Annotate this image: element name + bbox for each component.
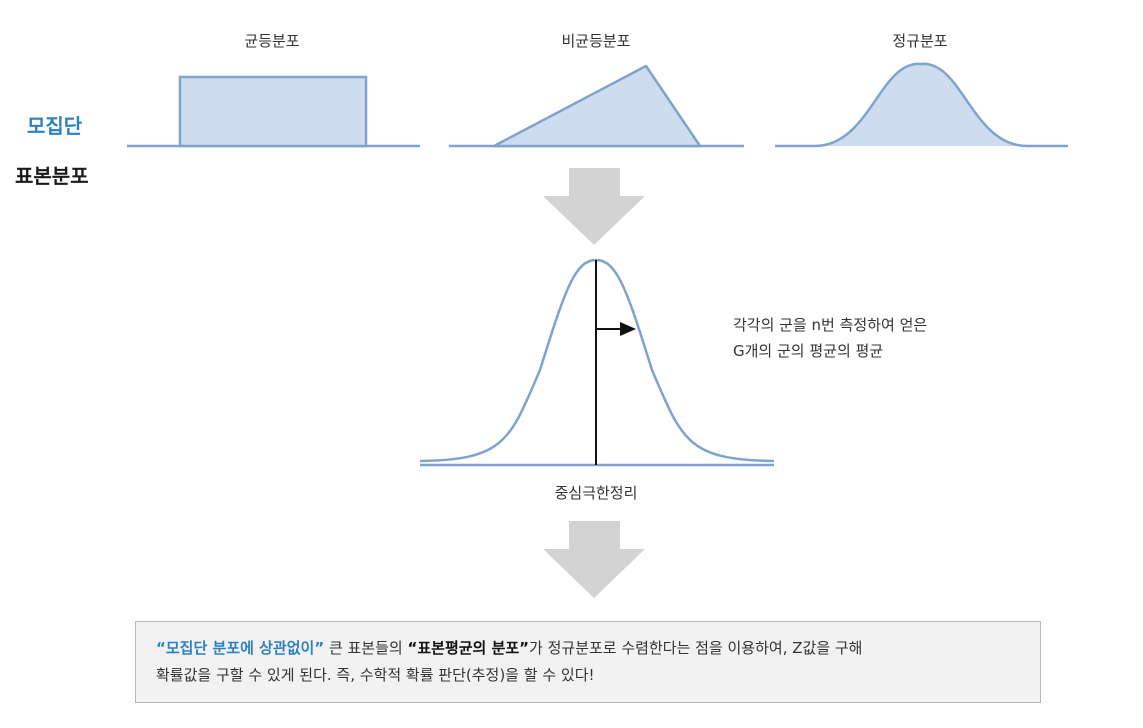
summary-bold-phrase: 표본평균의 분포 (417, 639, 520, 657)
close-quote: ” (314, 639, 325, 657)
down-arrow-icon (543, 168, 645, 245)
population-label: 모집단 (27, 114, 83, 138)
normal-distribution-shape (775, 62, 1068, 148)
summary-text-b: 가 정규분포로 수렴한다는 점을 이용하여, Z값을 구해 (529, 639, 863, 657)
annotation-line-1: 각각의 군을 n번 측정하여 얻은 (733, 316, 928, 334)
summary-box: “모집단 분포에 상관없이” 큰 표본들의 “표본평균의 분포”가 정규분포로 … (135, 621, 1041, 703)
summary-text-a: 큰 표본들의 (324, 639, 408, 657)
summary-line-2: 확률값을 구할 수 있게 된다. 즉, 수학적 확률 판단(추정)을 할 수 있… (156, 666, 595, 684)
uniform-distribution-title: 균등분포 (244, 32, 300, 50)
mean-of-means-annotation: 각각의 군을 n번 측정하여 얻은 G개의 군의 평균의 평균 (733, 312, 927, 364)
nonuniform-distribution-shape (449, 64, 744, 148)
open-quote: “ (407, 639, 418, 657)
annotation-line-2: G개의 군의 평균의 평균 (733, 342, 884, 360)
uniform-distribution-shape (127, 75, 420, 148)
normal-distribution-title: 정규분포 (892, 32, 948, 50)
summary-line-1: “모집단 분포에 상관없이” 큰 표본들의 “표본평균의 분포”가 정규분포로 … (156, 635, 1020, 662)
summary-blue-phrase: 모집단 분포에 상관없이 (165, 639, 315, 657)
close-quote: ” (519, 639, 530, 657)
down-arrow-icon (543, 521, 645, 598)
sampling-distribution-label: 표본분포 (15, 164, 89, 188)
open-quote: “ (156, 639, 166, 657)
nonuniform-distribution-title: 비균등분포 (561, 32, 631, 50)
central-limit-theorem-label: 중심극한정리 (554, 484, 638, 502)
sampling-mean-bell-curve (419, 258, 775, 467)
